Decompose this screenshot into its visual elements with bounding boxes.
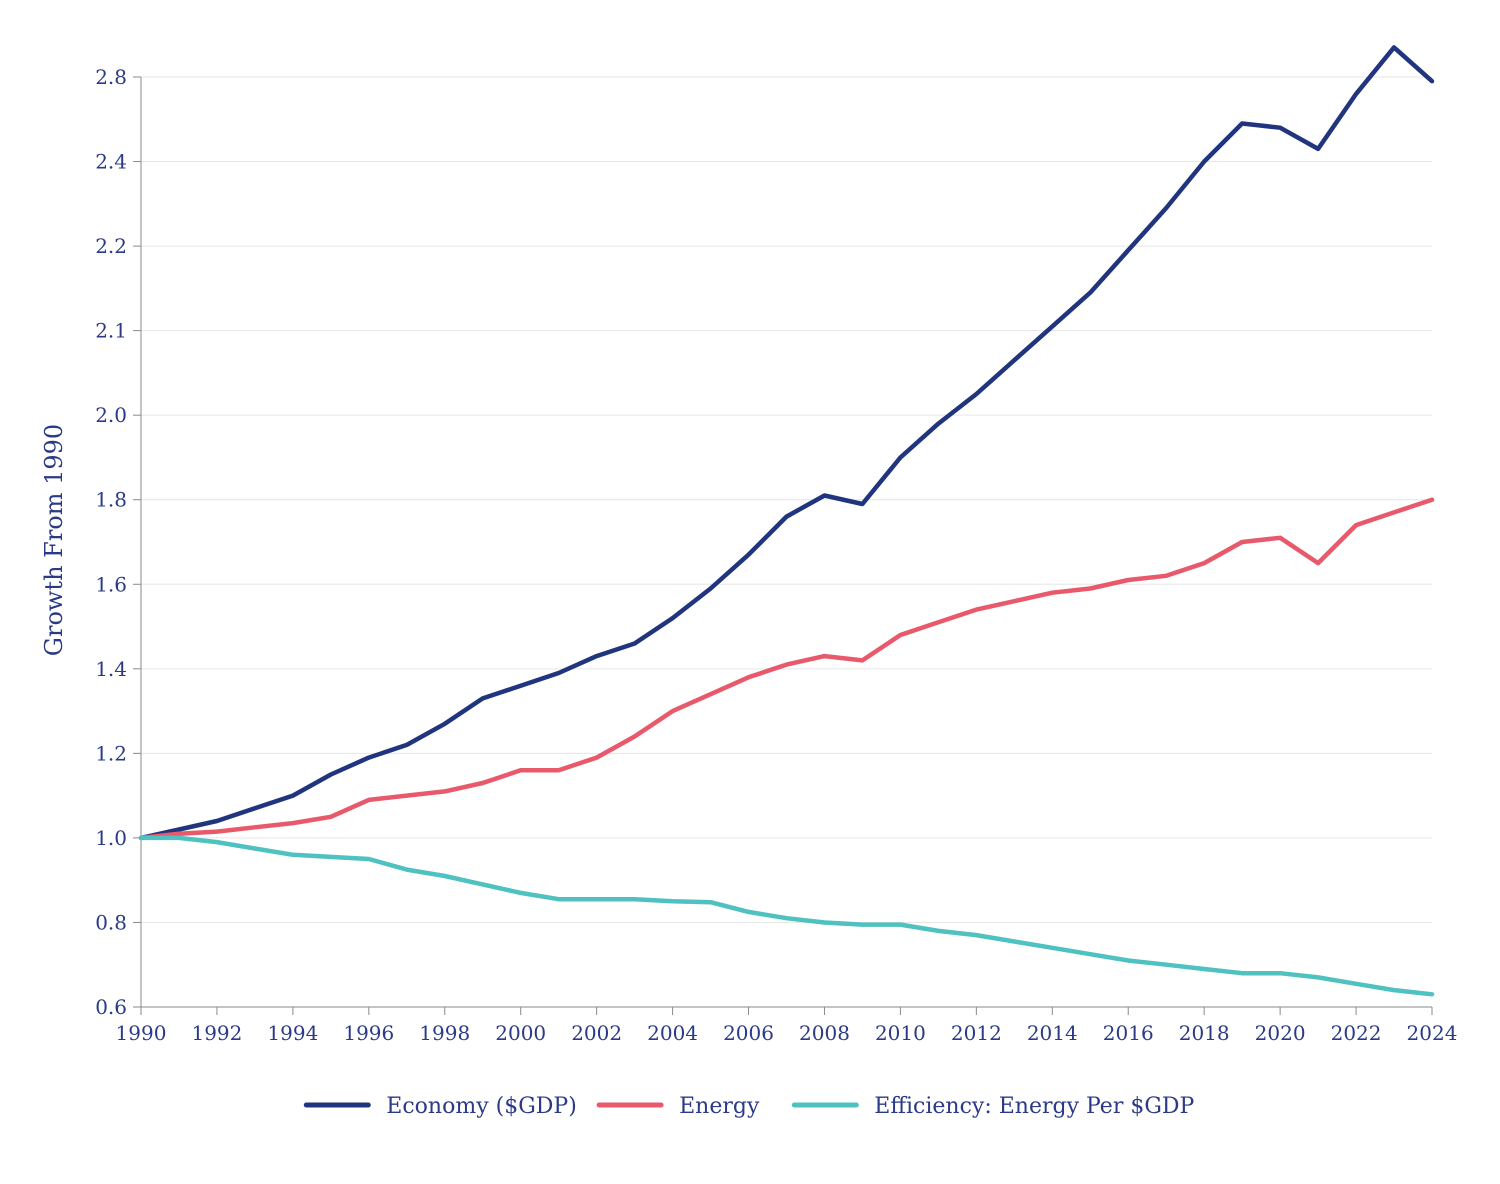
axes (133, 76, 1433, 1015)
y-tick-label: 1.2 (95, 741, 127, 765)
x-tick-label: 2008 (799, 1021, 850, 1045)
series-line-2 (138, 835, 1435, 997)
legend: Economy ($GDP) Energy Efficiency: Energy P… (303, 1094, 1195, 1119)
x-tick-label: 2014 (1027, 1021, 1078, 1045)
y-tick-label: 0.8 (95, 910, 127, 934)
y-tick-label: 2.0 (95, 403, 127, 427)
x-tick-label: 2018 (1179, 1021, 1230, 1045)
y-axis-title: Growth From 1990 (40, 424, 68, 656)
x-tick-label: 2004 (647, 1021, 698, 1045)
x-tick-label: 1998 (419, 1021, 470, 1045)
x-tick-label: 2006 (723, 1021, 774, 1045)
x-tick-label: 2012 (951, 1021, 1002, 1045)
x-tick-label: 2020 (1255, 1021, 1306, 1045)
x-tick-label: 2022 (1331, 1021, 1382, 1045)
legend-label: Economy ($GDP) (386, 1094, 577, 1119)
series-line-1 (138, 497, 1435, 841)
y-tick-label: 1.0 (95, 826, 127, 850)
y-tick-label: 2.8 (95, 65, 127, 89)
y-tick-label: 2.4 (95, 150, 127, 174)
series-line-0 (138, 45, 1435, 841)
y-tick-label: 0.6 (95, 995, 127, 1019)
x-tick-label: 2016 (1103, 1021, 1154, 1045)
x-tick-label: 1992 (191, 1021, 242, 1045)
y-tick-label: 2.2 (95, 234, 127, 258)
y-tick-label: 2.1 (95, 319, 127, 343)
x-tick-label: 2002 (571, 1021, 622, 1045)
grid-lines (141, 76, 1432, 923)
tick-labels: 0.6 0.8 1.0 1.2 1.4 1.6 1.8 2.0 2.1 2.2 2.4 2.8 1990… (95, 65, 1457, 1045)
x-tick-label: 1996 (343, 1021, 394, 1045)
y-tick-label: 1.8 (95, 488, 127, 512)
y-tick-label: 1.4 (95, 657, 127, 681)
x-tick-label: 2010 (875, 1021, 926, 1045)
legend-label: Efficiency: Energy Per $GDP (874, 1094, 1194, 1119)
x-tick-label: 1994 (267, 1021, 318, 1045)
series-lines (138, 45, 1435, 997)
y-tick-label: 1.6 (95, 572, 127, 596)
legend-label: Energy (679, 1094, 760, 1119)
x-tick-label: 2024 (1407, 1021, 1458, 1045)
x-tick-label: 1990 (116, 1021, 167, 1045)
x-tick-label: 2000 (495, 1021, 546, 1045)
